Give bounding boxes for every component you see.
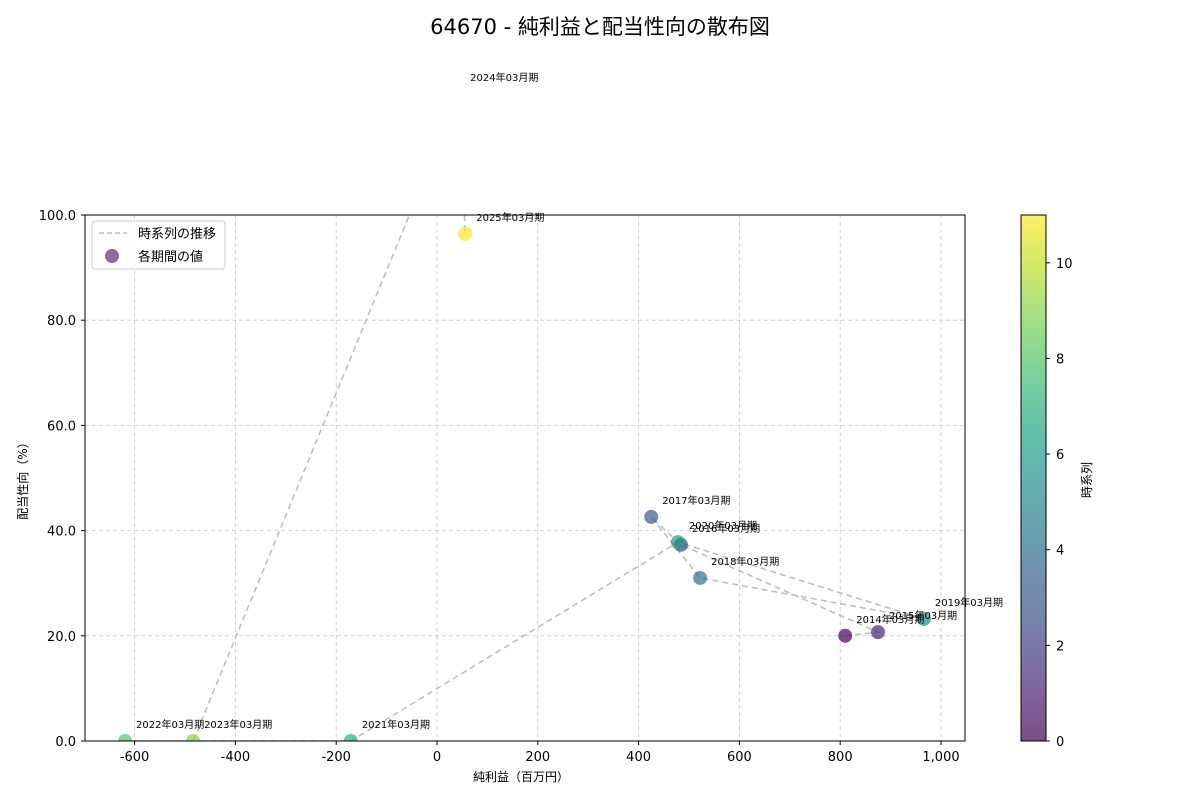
x-tick-label: 800 (828, 750, 853, 765)
point-label: 2022年03月期 (136, 718, 204, 731)
point-label: 2018年03月期 (711, 555, 779, 568)
data-point (670, 535, 685, 550)
data-point (644, 509, 659, 524)
colorbar-tick-label: 4 (1056, 544, 1064, 559)
y-tick-label: 80.0 (47, 314, 76, 329)
y-axis: 0.0 20.0 40.0 60.0 80.0 100.0 (39, 209, 85, 750)
point-label: 2025年03月期 (476, 211, 544, 224)
point-label: 2014年03月期 (856, 613, 924, 626)
data-point (186, 734, 201, 741)
point-label: 2017年03月期 (662, 494, 730, 507)
x-tick-label: -400 (221, 750, 251, 765)
plot-frame (84, 214, 966, 742)
legend-label-trend: 時系列の推移 (138, 227, 216, 242)
point-label: 2023年03月期 (204, 718, 272, 731)
chart-title: 64670 - 純利益と配当性向の散布図 (430, 15, 770, 39)
data-point (118, 734, 133, 741)
point-label: 2016年03月期 (692, 522, 760, 535)
data-point (693, 570, 708, 585)
data-point (343, 734, 358, 741)
x-tick-label: 600 (727, 750, 752, 765)
y-tick-label: 100.0 (39, 209, 76, 224)
y-tick-label: 0.0 (55, 735, 76, 750)
point-label: 2021年03月期 (362, 718, 430, 731)
point-label: 2019年03月期 (935, 596, 1003, 609)
time-series-line (125, 215, 925, 741)
colorbar: 0 2 4 6 8 10 時系列 (1020, 214, 1094, 750)
x-tick-label: 400 (626, 750, 651, 765)
legend-label-values: 各期間の値 (138, 249, 203, 265)
x-tick-label: 200 (525, 750, 550, 765)
colorbar-gradient (1020, 214, 1047, 742)
colorbar-tick-label: 6 (1056, 448, 1064, 463)
y-tick-label: 40.0 (47, 525, 76, 540)
data-point (916, 611, 931, 626)
y-tick-label: 60.0 (47, 419, 76, 434)
data-point (458, 226, 473, 241)
colorbar-label: 時系列 (1080, 462, 1094, 498)
x-tick-label: -200 (321, 750, 351, 765)
x-axis-label: 純利益（百万円） (473, 770, 569, 784)
data-points (118, 87, 931, 741)
y-axis-label: 配当性向（%） (15, 436, 30, 519)
data-point (871, 625, 885, 640)
colorbar-tick-label: 2 (1056, 639, 1064, 654)
x-tick-label: 1,000 (922, 750, 959, 765)
point-label: 2024年03月期 (470, 71, 538, 84)
x-tick-label: -600 (120, 750, 150, 765)
legend-marker-icon (105, 249, 119, 263)
grid-lines (85, 214, 965, 742)
x-axis: -600 -400 -200 0 200 400 600 800 1,000 (120, 741, 960, 765)
data-point (452, 87, 466, 101)
colorbar-tick-label: 10 (1056, 257, 1073, 272)
colorbar-tick-label: 8 (1056, 352, 1064, 367)
point-label: 2020年03月期 (689, 519, 757, 532)
legend: 時系列の推移 各期間の値 (91, 220, 226, 270)
point-label: 2015年03月期 (889, 609, 957, 622)
colorbar-tick-label: 0 (1056, 735, 1064, 750)
data-point (838, 628, 853, 643)
y-tick-label: 20.0 (47, 630, 76, 645)
x-tick-label: 0 (433, 750, 441, 765)
